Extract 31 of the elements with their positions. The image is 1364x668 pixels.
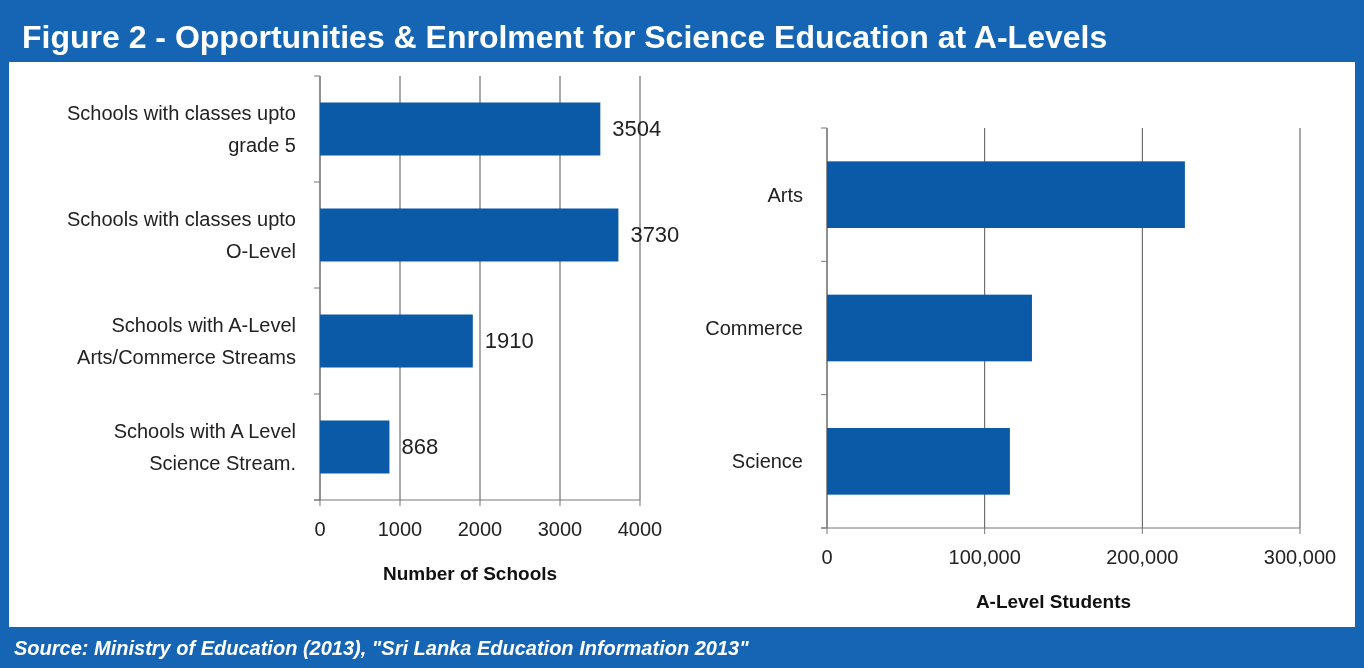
x-tick-label: 4000	[617, 518, 663, 540]
bar	[320, 420, 390, 474]
y-tick-label: Schools with classes upto grade 5	[66, 102, 296, 156]
data-label: 868	[401, 434, 439, 459]
source-note: Source: Ministry of Education (2013), "Sri Lanka Education Information 2013"	[14, 637, 750, 659]
y-tick-label: Schools with A Level Science Stream.	[113, 420, 296, 474]
data-label: 3504	[612, 116, 662, 141]
bar	[827, 428, 1010, 495]
y-tick-label: Science	[731, 450, 803, 473]
y-tick-label: Schools with classes upto O-Level	[66, 208, 296, 262]
y-tick-label: Schools with A-Level Arts/Commerce Streams	[77, 314, 296, 368]
bar	[320, 208, 619, 262]
data-label: 1910	[484, 328, 534, 353]
y-tick-label: Commerce	[705, 317, 803, 339]
x-tick-label: 0	[314, 518, 326, 540]
data-label: 3730	[630, 222, 680, 247]
x-tick-label: 200,000	[1106, 546, 1179, 568]
x-axis-title: Number of Schools	[382, 563, 558, 584]
bar	[827, 161, 1185, 228]
x-tick-label: 300,000	[1263, 546, 1337, 568]
x-tick-label: 0	[821, 546, 833, 568]
bar	[320, 102, 601, 156]
x-tick-label: 3000	[537, 518, 583, 540]
x-tick-label: 2000	[457, 518, 503, 540]
x-tick-label: 100,000	[948, 546, 1021, 568]
x-tick-label: 1000	[377, 518, 423, 540]
bar	[320, 314, 473, 368]
x-axis-title: A-Level Students	[975, 591, 1132, 612]
chart-title: Figure 2 - Opportunities & Enrolment for Science Education at A-Levels	[22, 19, 1108, 55]
bar	[827, 294, 1032, 362]
y-tick-label: Arts	[767, 183, 803, 206]
